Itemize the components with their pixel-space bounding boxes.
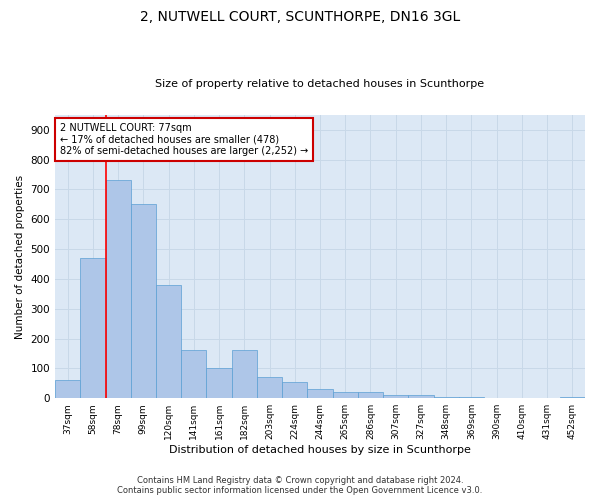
Bar: [383, 395, 409, 398]
Bar: [55, 380, 80, 398]
Bar: [459, 396, 484, 398]
Bar: [156, 285, 181, 398]
Bar: [282, 382, 307, 398]
Bar: [131, 204, 156, 398]
Text: 2 NUTWELL COURT: 77sqm
← 17% of detached houses are smaller (478)
82% of semi-de: 2 NUTWELL COURT: 77sqm ← 17% of detached…: [61, 124, 308, 156]
Text: 2, NUTWELL COURT, SCUNTHORPE, DN16 3GL: 2, NUTWELL COURT, SCUNTHORPE, DN16 3GL: [140, 10, 460, 24]
Bar: [358, 392, 383, 398]
Bar: [257, 378, 282, 398]
X-axis label: Distribution of detached houses by size in Scunthorpe: Distribution of detached houses by size …: [169, 445, 471, 455]
Text: Contains HM Land Registry data © Crown copyright and database right 2024.
Contai: Contains HM Land Registry data © Crown c…: [118, 476, 482, 495]
Title: Size of property relative to detached houses in Scunthorpe: Size of property relative to detached ho…: [155, 79, 485, 89]
Bar: [232, 350, 257, 398]
Bar: [332, 392, 358, 398]
Bar: [106, 180, 131, 398]
Y-axis label: Number of detached properties: Number of detached properties: [15, 174, 25, 338]
Bar: [409, 395, 434, 398]
Bar: [80, 258, 106, 398]
Bar: [181, 350, 206, 398]
Bar: [560, 396, 585, 398]
Bar: [434, 396, 459, 398]
Bar: [307, 390, 332, 398]
Bar: [206, 368, 232, 398]
